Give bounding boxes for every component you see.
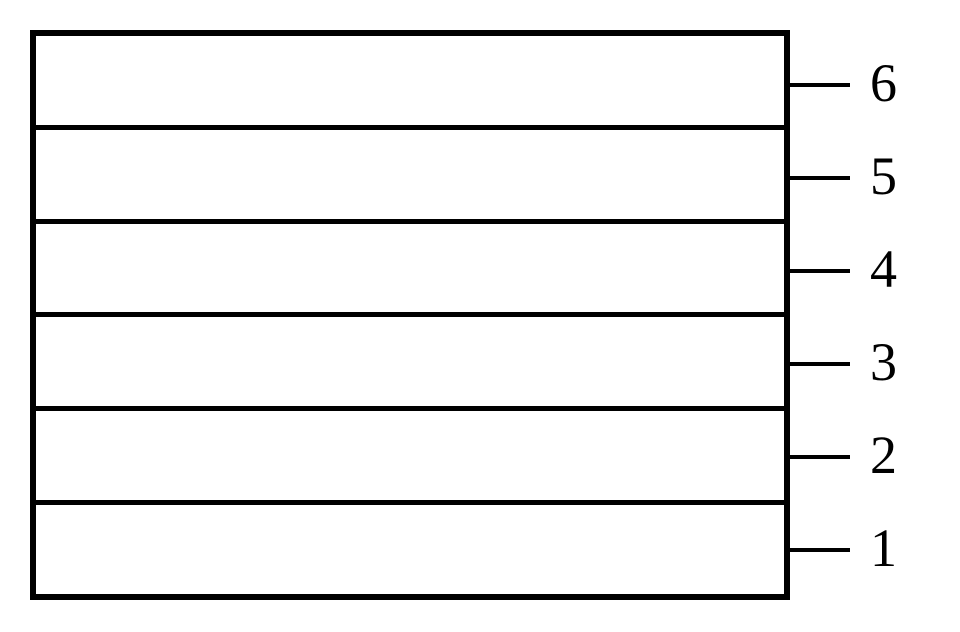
layer-3 (36, 312, 784, 406)
layer-6 (36, 36, 784, 125)
layer-label-6: 6 (870, 52, 897, 114)
layer-4 (36, 219, 784, 313)
leader-line-6 (790, 83, 850, 87)
layer-label-1: 1 (870, 517, 897, 579)
layer-5 (36, 125, 784, 219)
layer-label-2: 2 (870, 424, 897, 486)
layer-stack (30, 30, 790, 600)
layer-2 (36, 406, 784, 500)
layer-stack-diagram: 6 5 4 3 2 1 (0, 0, 960, 632)
leader-line-4 (790, 269, 850, 273)
leader-line-3 (790, 362, 850, 366)
layer-label-3: 3 (870, 331, 897, 393)
leader-line-2 (790, 455, 850, 459)
layer-label-4: 4 (870, 238, 897, 300)
layer-label-5: 5 (870, 145, 897, 207)
layer-1 (36, 500, 784, 594)
leader-line-5 (790, 176, 850, 180)
leader-line-1 (790, 548, 850, 552)
